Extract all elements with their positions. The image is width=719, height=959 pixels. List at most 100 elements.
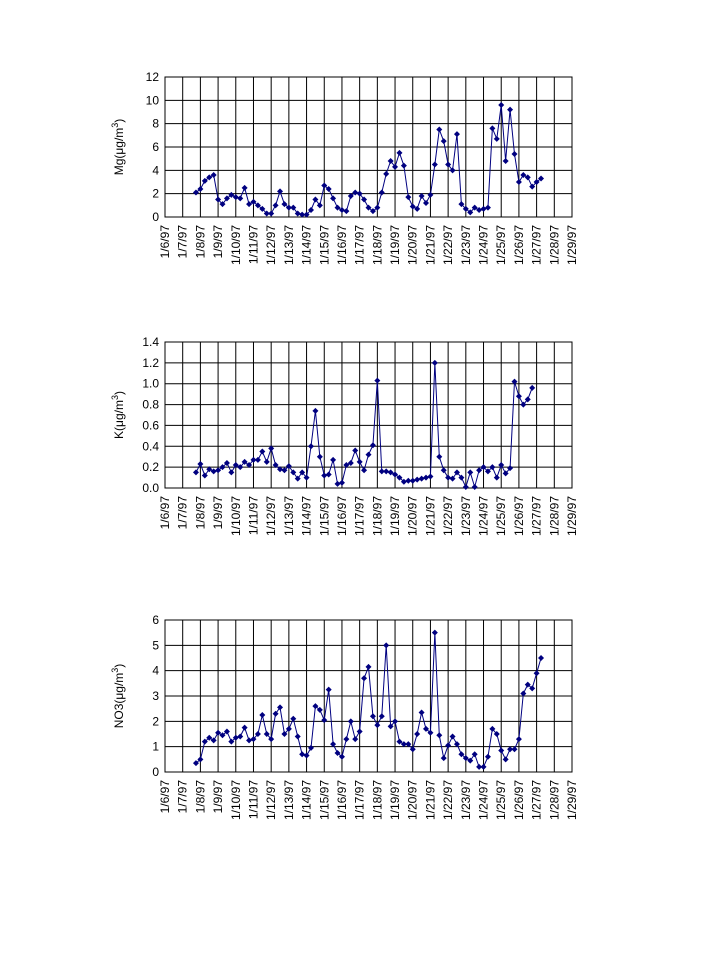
data-point: [400, 162, 407, 169]
x-tick-label: 1/11/97: [246, 780, 260, 819]
y-axis-title-part: ): [112, 119, 126, 123]
data-point: [378, 189, 385, 196]
data-point: [206, 734, 213, 741]
x-tick-label: 1/10/97: [229, 225, 243, 265]
y-tick-label: 3: [152, 689, 159, 703]
data-point: [192, 189, 199, 196]
data-point: [498, 462, 505, 469]
data-point: [232, 734, 239, 741]
plot-area: [165, 342, 572, 488]
data-point: [427, 191, 434, 198]
data-point: [484, 204, 491, 211]
data-point: [467, 209, 474, 216]
data-point: [268, 445, 275, 452]
y-tick-label: 0.0: [142, 481, 159, 495]
data-point: [409, 477, 416, 484]
y-axis-title-part: K(μg/m: [112, 400, 126, 439]
x-tick-label: 1/13/97: [282, 780, 296, 820]
data-point: [312, 703, 319, 710]
y-axis-title: K(μg/m3): [110, 391, 126, 439]
data-point: [281, 731, 288, 737]
data-point: [431, 359, 438, 366]
data-point: [427, 473, 434, 480]
data-point: [520, 172, 527, 178]
data-point: [290, 469, 297, 476]
data-point: [228, 191, 235, 198]
data-point: [241, 724, 248, 731]
data-point: [383, 170, 390, 177]
y-tick-label: 12: [146, 70, 160, 84]
y-tick-label: 0: [152, 210, 159, 224]
data-point: [445, 161, 452, 168]
data-point: [524, 396, 531, 403]
y-axis-title-part: 3: [110, 668, 120, 673]
x-tick-label: 1/14/97: [300, 496, 314, 536]
x-tick-label: 1/6/97: [158, 225, 172, 259]
x-tick-label: 1/27/97: [530, 225, 544, 265]
data-point: [458, 201, 465, 208]
data-point: [533, 179, 540, 185]
x-tick-label: 1/16/97: [335, 780, 349, 820]
data-point: [515, 736, 522, 743]
x-tick-label: 1/21/97: [423, 225, 437, 265]
data-point: [210, 172, 217, 178]
data-point: [538, 175, 545, 182]
data-point: [250, 736, 257, 743]
x-tick-label: 1/28/97: [547, 780, 561, 820]
data-point: [489, 464, 496, 471]
data-point: [427, 729, 434, 736]
data-point: [334, 204, 341, 211]
y-tick-label: 2: [152, 714, 159, 728]
x-tick-label: 1/20/97: [406, 496, 420, 536]
data-point: [321, 717, 328, 724]
data-point: [312, 407, 319, 414]
y-tick-label: 0: [152, 765, 159, 779]
x-tick-label: 1/25/97: [494, 225, 508, 265]
data-point: [254, 202, 261, 209]
data-point: [387, 469, 394, 476]
x-tick-label: 1/28/97: [547, 225, 561, 265]
data-point: [356, 728, 363, 735]
data-point: [533, 670, 540, 677]
data-point: [250, 456, 257, 463]
data-point: [529, 183, 536, 190]
data-point: [467, 757, 474, 764]
x-tick-label: 1/14/97: [300, 225, 314, 265]
data-point: [219, 732, 226, 739]
data-point: [396, 474, 403, 481]
data-point: [277, 188, 284, 195]
data-point: [365, 663, 372, 670]
data-point: [197, 461, 204, 468]
data-point: [210, 468, 217, 475]
data-point: [277, 704, 284, 711]
data-point: [330, 456, 337, 463]
data-point: [285, 204, 292, 211]
data-point: [378, 468, 385, 475]
data-point: [409, 203, 416, 210]
data-point: [299, 469, 306, 476]
data-point: [524, 174, 531, 181]
data-point: [219, 201, 226, 208]
x-tick-label: 1/9/97: [211, 225, 225, 259]
data-point: [480, 763, 487, 770]
data-point: [529, 384, 536, 391]
data-point: [228, 469, 235, 476]
data-point: [440, 467, 447, 474]
data-point: [246, 737, 253, 744]
data-point: [303, 474, 310, 481]
data-point: [374, 204, 381, 211]
data-point: [396, 149, 403, 156]
x-tick-label: 1/26/97: [512, 496, 526, 536]
x-tick-label: 1/23/97: [459, 496, 473, 536]
x-tick-label: 1/29/97: [565, 780, 579, 820]
data-point: [423, 200, 430, 206]
x-tick-label: 1/14/97: [300, 780, 314, 820]
data-point: [387, 158, 394, 164]
y-tick-label: 0.2: [142, 460, 159, 474]
x-tick-label: 1/18/97: [370, 225, 384, 265]
data-point: [374, 722, 381, 729]
x-tick-label: 1/25/97: [494, 496, 508, 536]
y-tick-label: 0.8: [142, 398, 159, 412]
data-point: [268, 736, 275, 743]
